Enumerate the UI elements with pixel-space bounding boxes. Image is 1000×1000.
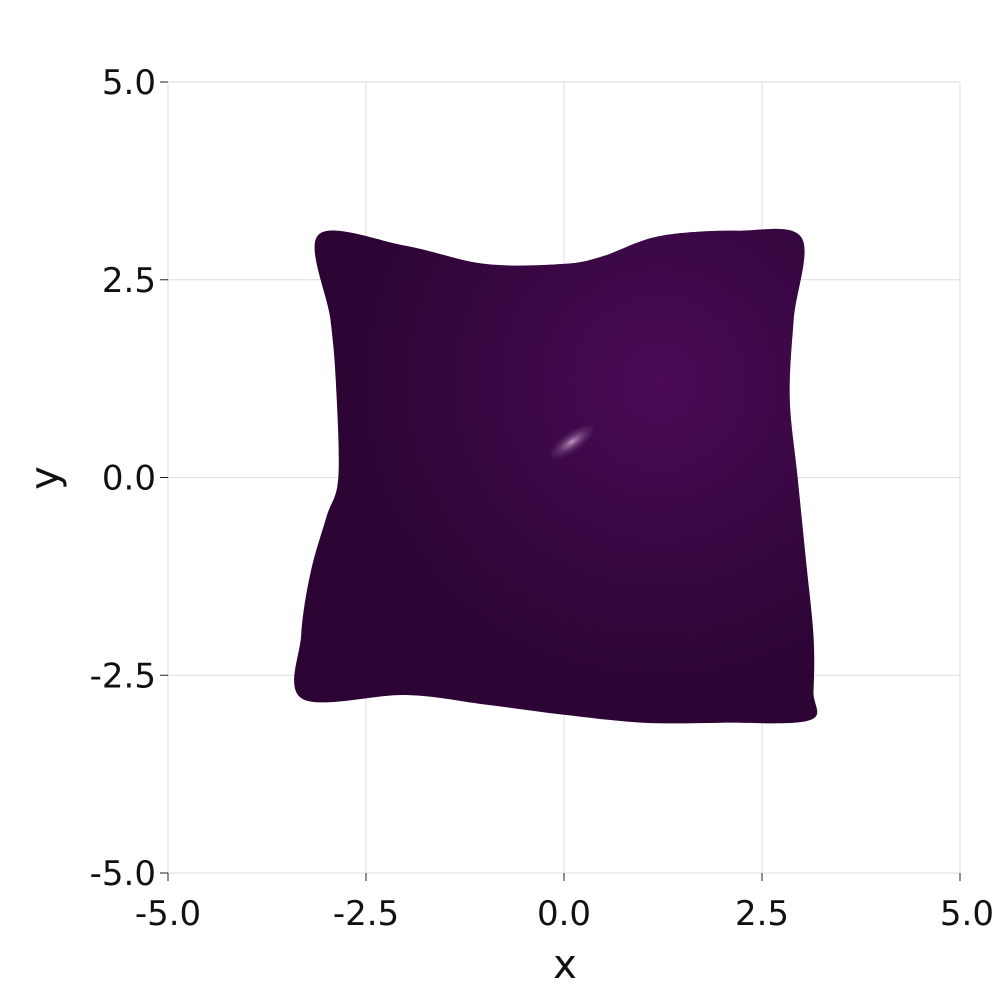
surface-glow (359, 228, 818, 683)
x-axis-label: x (553, 942, 577, 988)
y-tick-label: -2.5 (90, 656, 156, 696)
y-axis-label: y (22, 466, 68, 490)
x-tick-label: 0.0 (537, 894, 591, 934)
y-tick-label: 5.0 (102, 63, 156, 103)
surface-highlight (548, 423, 596, 460)
tick-labels: -5.0 -2.5 0.0 2.5 5.0 -5.0 -2.5 0.0 2.5 5.0 (90, 63, 994, 934)
y-tick-label: 2.5 (102, 261, 156, 301)
y-tick-label: -5.0 (90, 854, 156, 894)
x-tick-label: -2.5 (333, 894, 399, 934)
x-tick-label: 2.5 (735, 894, 789, 934)
y-tick-label: 0.0 (102, 459, 156, 499)
x-tick-label: -5.0 (135, 894, 201, 934)
axes (160, 81, 961, 881)
x-tick-label: 5.0 (940, 894, 994, 934)
surface (294, 228, 818, 724)
